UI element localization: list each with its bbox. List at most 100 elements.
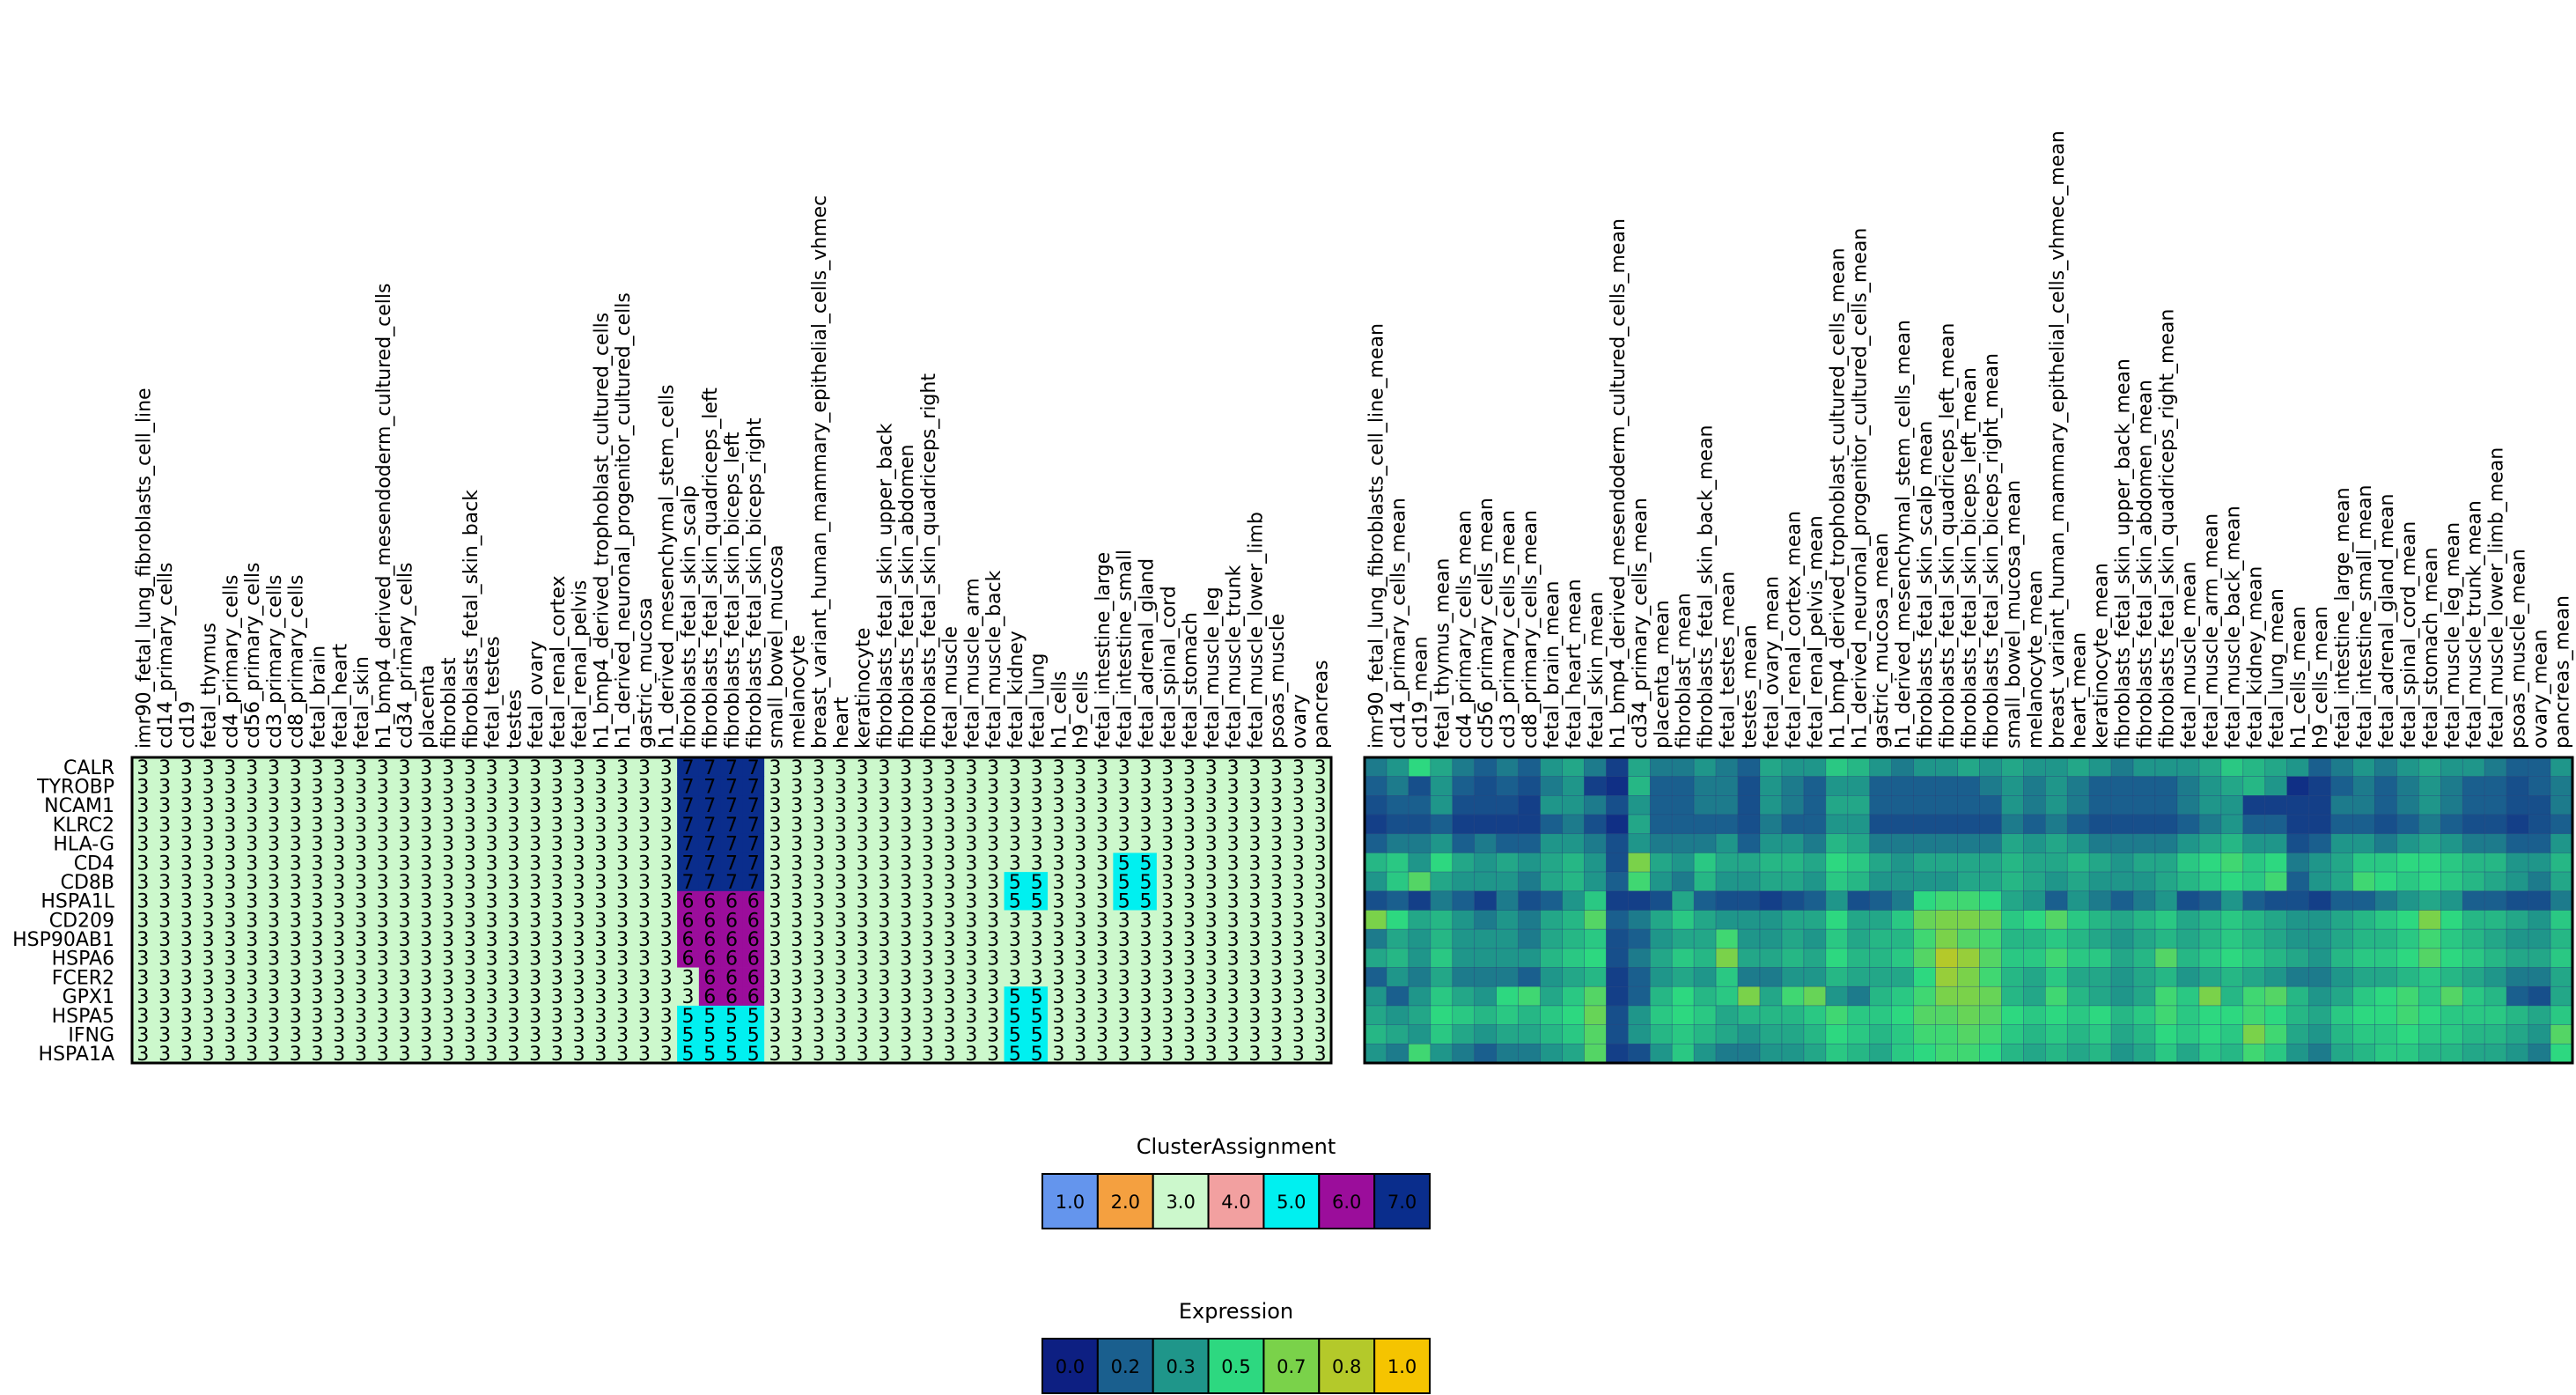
expression-cell bbox=[1562, 1044, 1585, 1064]
expression-cell bbox=[2418, 1005, 2441, 1025]
cluster-column-label: fibroblasts_fetal_skin_quadriceps_right bbox=[918, 373, 940, 749]
expression-cell bbox=[1518, 833, 1541, 853]
expression-cell bbox=[1979, 1044, 2002, 1064]
cluster-cell bbox=[1135, 776, 1158, 796]
expression-cell bbox=[1847, 833, 1871, 853]
expression-cell bbox=[2484, 795, 2507, 816]
expression-cell bbox=[2242, 776, 2266, 796]
expression-cell bbox=[2352, 1005, 2375, 1025]
expression-cell bbox=[1496, 967, 1519, 987]
expression-cell bbox=[2045, 1005, 2068, 1025]
cluster-column-label: placenta bbox=[416, 665, 438, 749]
cluster-cell bbox=[677, 776, 700, 796]
expression-cell bbox=[2132, 871, 2156, 892]
cluster-cell bbox=[240, 815, 263, 835]
expression-column-label: h1_bmp4_derived_trophoblast_cultured_cel… bbox=[1827, 247, 1849, 749]
expression-cell bbox=[2506, 795, 2529, 816]
expression-cell bbox=[2176, 928, 2200, 949]
expression-cell bbox=[1781, 890, 1805, 911]
cluster-cell bbox=[350, 776, 372, 796]
expression-cell bbox=[1386, 1005, 1409, 1025]
expression-cell bbox=[1737, 1044, 1761, 1064]
expression-cell bbox=[1891, 852, 1914, 873]
expression-cell bbox=[1671, 852, 1695, 873]
expression-cell bbox=[2176, 985, 2200, 1007]
expression-column-label: heart_mean bbox=[2069, 632, 2091, 749]
cluster-cell bbox=[720, 872, 743, 892]
expression-cell bbox=[1869, 814, 1892, 835]
expression-cell bbox=[2528, 833, 2551, 853]
expression-cell bbox=[2396, 1044, 2419, 1064]
expression-cell bbox=[1671, 948, 1695, 968]
expression-cell bbox=[1606, 833, 1629, 853]
expression-cell bbox=[2440, 852, 2463, 873]
cluster-cell bbox=[590, 795, 613, 816]
cluster-column-label: fibroblasts_fetal_skin_biceps_right bbox=[744, 417, 766, 749]
cluster-cell bbox=[1091, 833, 1114, 853]
expression-cell bbox=[2308, 967, 2331, 987]
expression-cell bbox=[1979, 928, 2002, 949]
expression-cell bbox=[2198, 776, 2222, 796]
cluster-column-label: keratinocyte bbox=[853, 628, 875, 749]
cluster-cell bbox=[829, 852, 852, 873]
cluster-column-label: fetal_muscle_leg bbox=[1202, 587, 1224, 749]
expression-cell bbox=[1979, 967, 2002, 987]
expression-cell bbox=[1957, 814, 1980, 835]
expression-cell bbox=[1759, 852, 1783, 873]
expression-cell bbox=[1979, 985, 2002, 1007]
cluster-cell bbox=[306, 757, 329, 778]
expression-cell bbox=[1847, 795, 1871, 816]
expression-cell bbox=[1979, 871, 2002, 892]
cluster-cell bbox=[655, 833, 678, 853]
cluster-column-label: fetal_intestine_small bbox=[1115, 550, 1137, 749]
expression-column-label: cd56_primary_cells_mean bbox=[1476, 498, 1498, 749]
expression-cell bbox=[2088, 928, 2112, 949]
cluster-cell bbox=[1287, 852, 1310, 873]
cluster-cell bbox=[1026, 795, 1049, 816]
cluster-cell bbox=[764, 795, 787, 816]
cluster-cell bbox=[1026, 852, 1049, 873]
expression-cell bbox=[2462, 1024, 2485, 1044]
expression-cell bbox=[1584, 795, 1607, 816]
cluster-cell bbox=[982, 815, 1005, 835]
expression-cell bbox=[1364, 948, 1387, 968]
cluster-cell bbox=[175, 776, 198, 796]
expression-cell bbox=[2264, 795, 2288, 816]
expression-cell bbox=[1847, 985, 1871, 1007]
expression-cell bbox=[2308, 890, 2331, 911]
cluster-cell bbox=[1287, 757, 1310, 778]
expression-cell bbox=[1957, 890, 1980, 911]
expression-cell bbox=[1364, 795, 1387, 816]
cluster-cell bbox=[785, 757, 809, 778]
cluster-cell bbox=[1026, 815, 1049, 835]
expression-cell bbox=[2286, 1005, 2309, 1025]
expression-cell bbox=[1562, 985, 1585, 1007]
cluster-cell bbox=[502, 795, 526, 816]
cluster-cell bbox=[764, 815, 787, 835]
expression-cell bbox=[1452, 1024, 1476, 1044]
expression-cell bbox=[1452, 1005, 1476, 1025]
expression-cell bbox=[1606, 871, 1629, 892]
expression-cell bbox=[1474, 852, 1497, 873]
expression-cell bbox=[2308, 795, 2331, 816]
cluster-cell bbox=[677, 852, 700, 873]
cluster-cell bbox=[872, 757, 896, 778]
expression-cell bbox=[2440, 948, 2463, 968]
cluster-cell bbox=[568, 757, 591, 778]
cluster-cell bbox=[851, 815, 874, 835]
expression-cell bbox=[1891, 814, 1914, 835]
cluster-cell bbox=[1222, 776, 1245, 796]
cluster-cell bbox=[1069, 815, 1092, 835]
expression-cell bbox=[1781, 910, 1805, 930]
cluster-cell bbox=[262, 815, 285, 835]
cluster-cell bbox=[851, 833, 874, 853]
cluster-cell bbox=[764, 872, 787, 892]
expression-cell bbox=[2264, 890, 2288, 911]
expression-cell bbox=[2023, 795, 2046, 816]
cluster-cell bbox=[459, 795, 482, 816]
expression-cell bbox=[1715, 757, 1739, 777]
expression-cell bbox=[2132, 833, 2156, 853]
cluster-cell bbox=[982, 872, 1005, 892]
expression-cell bbox=[1649, 928, 1673, 949]
cluster-cell bbox=[982, 776, 1005, 796]
